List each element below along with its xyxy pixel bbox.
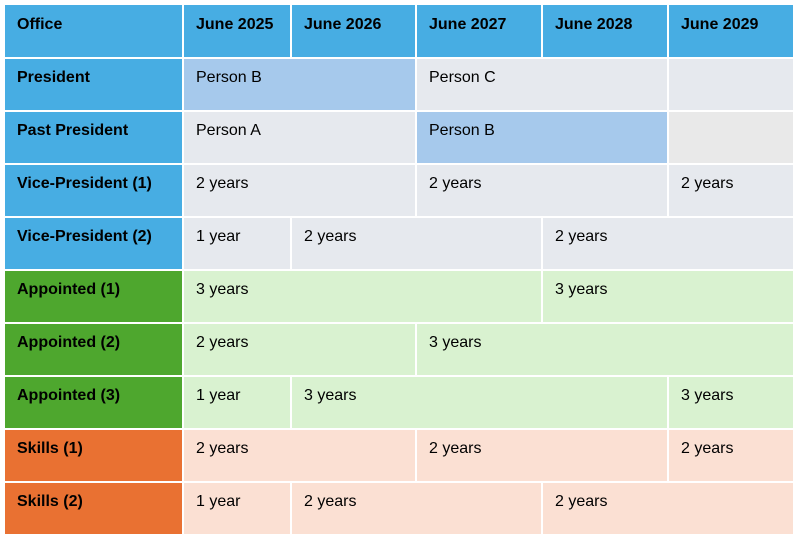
term-cell: Person C — [417, 59, 667, 110]
term-cell: 3 years — [417, 324, 793, 375]
term-cell: 3 years — [292, 377, 667, 428]
office-label: Appointed (2) — [5, 324, 182, 375]
term-cell: Person A — [184, 112, 415, 163]
term-cell: 2 years — [669, 165, 793, 216]
header-year: June 2028 — [543, 5, 667, 57]
term-cell: 2 years — [292, 483, 541, 534]
term-cell: 2 years — [543, 218, 793, 269]
term-cell: 2 years — [417, 165, 667, 216]
header-year: June 2026 — [292, 5, 415, 57]
term-schedule-table: Office June 2025 June 2026 June 2027 Jun… — [5, 5, 793, 534]
term-cell: 2 years — [417, 430, 667, 481]
term-cell — [669, 112, 793, 163]
term-cell: 3 years — [543, 271, 793, 322]
term-cell — [669, 59, 793, 110]
header-year: June 2025 — [184, 5, 290, 57]
term-cell: 2 years — [543, 483, 793, 534]
office-label: Appointed (3) — [5, 377, 182, 428]
office-label: Appointed (1) — [5, 271, 182, 322]
office-label: Skills (1) — [5, 430, 182, 481]
term-cell: 3 years — [184, 271, 541, 322]
office-label: Skills (2) — [5, 483, 182, 534]
term-cell: 1 year — [184, 483, 290, 534]
term-cell: 1 year — [184, 377, 290, 428]
term-cell: 2 years — [184, 324, 415, 375]
office-label: President — [5, 59, 182, 110]
header-year: June 2027 — [417, 5, 541, 57]
header-year: June 2029 — [669, 5, 793, 57]
office-label: Past President — [5, 112, 182, 163]
term-cell: Person B — [417, 112, 667, 163]
term-cell: 2 years — [669, 430, 793, 481]
term-cell: 2 years — [292, 218, 541, 269]
term-cell: Person B — [184, 59, 415, 110]
term-cell: 1 year — [184, 218, 290, 269]
term-cell: 2 years — [184, 165, 415, 216]
header-office: Office — [5, 5, 182, 57]
office-label: Vice-President (2) — [5, 218, 182, 269]
term-cell: 2 years — [184, 430, 415, 481]
term-cell: 3 years — [669, 377, 793, 428]
office-label: Vice-President (1) — [5, 165, 182, 216]
